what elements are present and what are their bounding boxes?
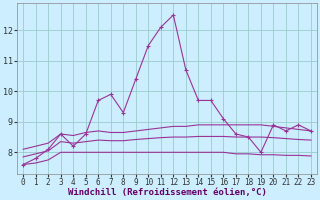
X-axis label: Windchill (Refroidissement éolien,°C): Windchill (Refroidissement éolien,°C) — [68, 188, 267, 197]
